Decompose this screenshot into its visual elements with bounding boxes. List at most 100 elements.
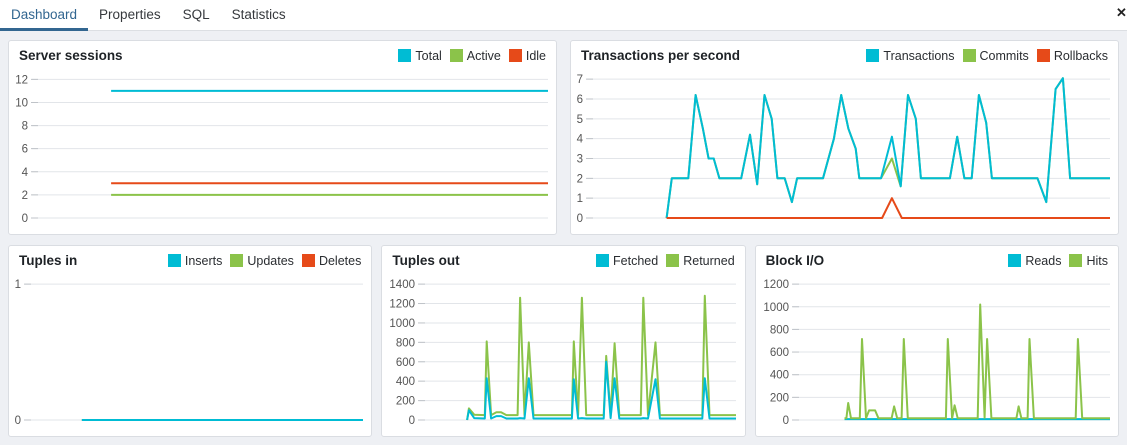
svg-text:1200: 1200 (390, 299, 416, 311)
svg-text:800: 800 (396, 337, 415, 349)
panel-title: Transactions per second (581, 48, 741, 63)
block-io-chart: 0 200 400 600 800 1000 1200 (763, 279, 1110, 427)
block-io-series-hits (844, 303, 1110, 420)
transactions-per-second-series-transactions (665, 77, 1110, 219)
svg-text:400: 400 (769, 370, 788, 382)
legend-item-idle: Idle (508, 49, 546, 63)
svg-text:600: 600 (769, 347, 788, 359)
tuples-out-series-fetched (466, 360, 737, 421)
svg-text:0: 0 (409, 415, 415, 427)
legend: Total Active Idle (398, 49, 546, 63)
tuples-out-chart-area: 0 200 400 600 800 1000 1200 1400 (382, 271, 744, 436)
legend-label: Rollbacks (1053, 48, 1108, 63)
legend-item-transactions: Transactions (866, 48, 955, 63)
svg-text:0: 0 (782, 415, 788, 427)
cyan-swatch-icon (1008, 254, 1022, 267)
svg-text:1000: 1000 (390, 318, 416, 330)
svg-text:2: 2 (577, 173, 583, 185)
red-swatch-icon (508, 49, 522, 62)
legend: Fetched Returned (596, 254, 735, 268)
legend-label: Total (415, 48, 442, 63)
tuples-out-chart: 0 200 400 600 800 1000 1200 1400 (390, 279, 737, 427)
transactions-chart-area: 0 1 2 3 4 5 6 7 (571, 66, 1118, 234)
svg-text:1200: 1200 (763, 279, 789, 291)
legend-item-rollbacks: Rollbacks (1036, 48, 1108, 63)
cyan-swatch-icon (596, 254, 610, 267)
legend-item-deletes: Deletes (301, 253, 362, 268)
legend-label: Transactions (883, 48, 955, 63)
svg-text:4: 4 (577, 134, 584, 146)
svg-text:12: 12 (15, 74, 28, 86)
legend-label: Deletes (318, 253, 362, 268)
panel-transactions-per-second: Transactions per second Transactions Comm… (570, 40, 1119, 235)
red-swatch-icon (1036, 49, 1050, 62)
legend-item-updates: Updates (230, 254, 294, 268)
svg-text:7: 7 (577, 74, 583, 86)
svg-text:200: 200 (396, 396, 415, 408)
server-sessions-chart-area: 0 2 4 6 8 10 12 (9, 66, 556, 234)
svg-text:4: 4 (22, 167, 29, 179)
legend-item-reads: Reads (1008, 254, 1061, 268)
panel-block-io: Block I/O Reads Hits 0 200 400 600 800 1000 120… (754, 245, 1119, 437)
transactions-per-second-series-rollbacks (666, 197, 1110, 219)
legend-label: Commits (979, 48, 1029, 63)
tuples-in-chart: 01 (15, 279, 363, 427)
tab-dashboard[interactable]: Dashboard (0, 0, 89, 31)
legend-item-commits: Commits (962, 48, 1029, 63)
svg-text:800: 800 (769, 324, 788, 336)
svg-text:8: 8 (22, 121, 28, 133)
panel-header: Block I/O Reads Hits (756, 246, 1118, 271)
tab-sql[interactable]: SQL (182, 6, 210, 22)
legend-label: Updates (247, 253, 294, 268)
server-sessions-chart: 0 2 4 6 8 10 12 (15, 74, 548, 225)
legend-label: Hits (1086, 253, 1108, 268)
panel-header: Tuples in Inserts Updates Deletes (9, 246, 371, 271)
legend-item-returned: Returned (666, 253, 735, 268)
legend-label: Active (466, 48, 501, 63)
cyan-swatch-icon (398, 49, 412, 62)
panel-header: Transactions per second Transactions Comm… (571, 41, 1118, 66)
tab-properties[interactable]: Properties (99, 6, 161, 22)
legend: Reads Hits (1008, 254, 1108, 268)
cyan-swatch-icon (866, 49, 880, 62)
svg-text:1000: 1000 (763, 302, 789, 314)
legend-label: Fetched (613, 253, 659, 268)
svg-text:10: 10 (15, 97, 28, 109)
svg-text:1400: 1400 (390, 279, 416, 291)
svg-text:1: 1 (577, 193, 583, 205)
transactions-per-second-chart: 0 1 2 3 4 5 6 7 (577, 74, 1110, 225)
green-swatch-icon (230, 254, 244, 267)
legend: Inserts Updates Deletes (167, 253, 362, 268)
svg-text:0: 0 (15, 415, 21, 427)
panel-title: Server sessions (19, 48, 123, 63)
svg-text:5: 5 (577, 114, 583, 126)
panel-title: Block I/O (765, 253, 825, 268)
tab-bar: Dashboard Properties SQL Statistics ✕ (0, 0, 1127, 31)
svg-text:6: 6 (22, 144, 28, 156)
green-swatch-icon (962, 49, 976, 62)
cyan-swatch-icon (167, 254, 181, 267)
svg-text:3: 3 (577, 153, 583, 165)
svg-text:400: 400 (396, 376, 415, 388)
panel-server-sessions: Server sessions Total Active Idle 0 2 4 6 8 10 1… (8, 40, 557, 235)
panel-title: Tuples out (392, 253, 460, 268)
green-swatch-icon (666, 254, 680, 267)
red-swatch-icon (301, 254, 315, 267)
green-swatch-icon (1069, 254, 1083, 267)
legend-label: Inserts (184, 253, 223, 268)
green-swatch-icon (449, 49, 463, 62)
panel-title: Tuples in (19, 253, 78, 268)
svg-text:200: 200 (769, 392, 788, 404)
svg-text:600: 600 (396, 357, 415, 369)
legend-item-hits: Hits (1069, 254, 1108, 268)
svg-text:1: 1 (15, 279, 21, 291)
tab-statistics[interactable]: Statistics (231, 6, 286, 22)
legend-item-fetched: Fetched (596, 254, 658, 268)
legend-label: Returned (683, 253, 735, 268)
tuples-out-series-returned (466, 294, 737, 421)
svg-text:0: 0 (22, 213, 28, 225)
close-icon[interactable]: ✕ (1116, 5, 1127, 20)
legend: Transactions Commits Rollbacks (866, 49, 1108, 63)
dashboard-content: Server sessions Total Active Idle 0 2 4 6 8 10 1… (0, 31, 1127, 445)
